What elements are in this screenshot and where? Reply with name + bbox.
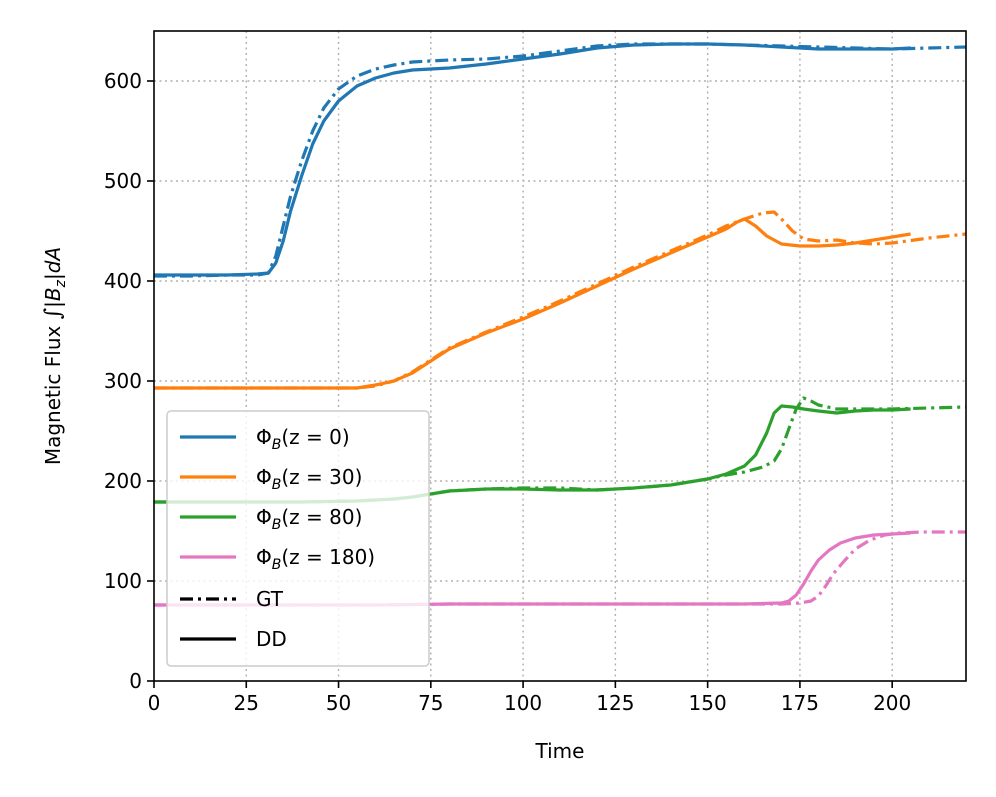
- series-line-dd: [154, 217, 911, 390]
- y-tick-label: 300: [104, 369, 142, 393]
- legend-label-gt: GT: [256, 587, 284, 611]
- grid: [154, 31, 966, 681]
- x-tick-label: 50: [326, 691, 351, 715]
- y-axis: 0 100 200 300 400 500 600: [104, 69, 154, 693]
- x-axis: 0 25 50 75 100 125 150 175 200: [148, 681, 911, 715]
- series-line-dd: [154, 42, 911, 277]
- x-tick-label: 100: [504, 691, 542, 715]
- legend-label-z30: ΦB(z = 30): [256, 465, 362, 493]
- x-tick-label: 125: [596, 691, 634, 715]
- y-tick-label: 400: [104, 269, 142, 293]
- x-tick-label: 75: [418, 691, 443, 715]
- legend-label-z0: ΦB(z = 0): [256, 425, 350, 453]
- legend-label-z80: ΦB(z = 80): [256, 505, 362, 533]
- legend-label-dd: DD: [256, 627, 287, 651]
- x-axis-label: Time: [535, 739, 585, 763]
- x-tick-label: 0: [148, 691, 161, 715]
- x-tick-label: 150: [689, 691, 727, 715]
- y-tick-label: 200: [104, 469, 142, 493]
- legend-label-z180: ΦB(z = 180): [256, 545, 375, 573]
- y-tick-label: 500: [104, 169, 142, 193]
- y-tick-label: 600: [104, 69, 142, 93]
- x-tick-label: 175: [781, 691, 819, 715]
- y-axis-label: Magnetic Flux ∫|Bz|dA: [41, 247, 69, 465]
- y-tick-label: 100: [104, 569, 142, 593]
- x-tick-label: 200: [873, 691, 911, 715]
- legend: ΦB(z = 0) ΦB(z = 30) ΦB(z = 80) ΦB(z = 1…: [166, 410, 430, 667]
- plot-frame: [153, 30, 967, 682]
- legend-box: [166, 410, 430, 667]
- y-tick-label: 0: [129, 669, 142, 693]
- x-tick-label: 25: [234, 691, 259, 715]
